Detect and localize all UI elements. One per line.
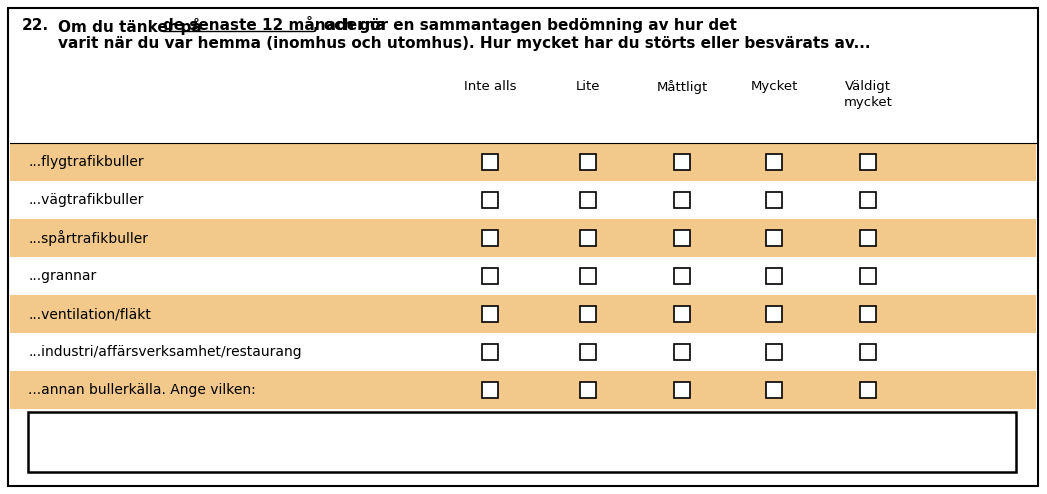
Text: Väldigt
mycket: Väldigt mycket bbox=[844, 80, 892, 109]
Bar bbox=[860, 382, 876, 398]
Text: ...annan bullerkälla. Ange vilken:: ...annan bullerkälla. Ange vilken: bbox=[28, 383, 255, 397]
Text: , och gör en sammantagen bedömning av hur det: , och gör en sammantagen bedömning av hu… bbox=[313, 18, 737, 33]
Bar bbox=[674, 192, 690, 208]
Bar bbox=[860, 192, 876, 208]
Bar bbox=[766, 230, 782, 246]
Bar bbox=[766, 154, 782, 170]
Bar bbox=[860, 230, 876, 246]
Text: ...flygtrafikbuller: ...flygtrafikbuller bbox=[28, 155, 143, 169]
Text: varit när du var hemma (inomhus och utomhus). Hur mycket har du störts eller bes: varit när du var hemma (inomhus och utom… bbox=[58, 36, 870, 51]
Bar bbox=[482, 344, 498, 360]
Bar bbox=[10, 219, 1035, 257]
Bar bbox=[674, 268, 690, 284]
Bar bbox=[860, 268, 876, 284]
Text: ...grannar: ...grannar bbox=[28, 269, 96, 283]
Bar bbox=[28, 412, 1016, 472]
Text: Inte alls: Inte alls bbox=[464, 80, 516, 93]
Bar bbox=[674, 230, 690, 246]
Bar bbox=[10, 143, 1035, 181]
Bar bbox=[766, 268, 782, 284]
Bar bbox=[580, 306, 596, 322]
Bar bbox=[580, 344, 596, 360]
Bar bbox=[766, 382, 782, 398]
Bar bbox=[580, 192, 596, 208]
Text: ...industri/affärsverksamhet/restaurang: ...industri/affärsverksamhet/restaurang bbox=[28, 345, 302, 359]
Bar bbox=[860, 344, 876, 360]
Bar bbox=[580, 230, 596, 246]
Bar bbox=[580, 382, 596, 398]
Bar bbox=[482, 230, 498, 246]
Bar bbox=[860, 306, 876, 322]
Bar bbox=[580, 268, 596, 284]
Text: Om du tänker på: Om du tänker på bbox=[58, 18, 207, 35]
Bar bbox=[580, 154, 596, 170]
Bar bbox=[482, 382, 498, 398]
Bar bbox=[482, 154, 498, 170]
Bar bbox=[674, 382, 690, 398]
Text: de senaste 12 månaderna: de senaste 12 månaderna bbox=[162, 18, 385, 33]
Bar bbox=[674, 154, 690, 170]
Bar bbox=[766, 306, 782, 322]
Text: ...vägtrafikbuller: ...vägtrafikbuller bbox=[28, 193, 143, 207]
Bar bbox=[674, 344, 690, 360]
Text: ...spårtrafikbuller: ...spårtrafikbuller bbox=[28, 230, 148, 246]
Text: 22.: 22. bbox=[22, 18, 49, 33]
Bar bbox=[674, 306, 690, 322]
Bar bbox=[860, 154, 876, 170]
Bar bbox=[482, 268, 498, 284]
Bar bbox=[10, 371, 1035, 409]
Text: Måttligt: Måttligt bbox=[656, 80, 708, 94]
Bar bbox=[766, 344, 782, 360]
Bar bbox=[482, 306, 498, 322]
Bar bbox=[10, 295, 1035, 333]
Text: ...ventilation/fläkt: ...ventilation/fläkt bbox=[28, 307, 151, 321]
Bar bbox=[482, 192, 498, 208]
Text: Mycket: Mycket bbox=[751, 80, 798, 93]
Text: Lite: Lite bbox=[576, 80, 600, 93]
Bar bbox=[766, 192, 782, 208]
